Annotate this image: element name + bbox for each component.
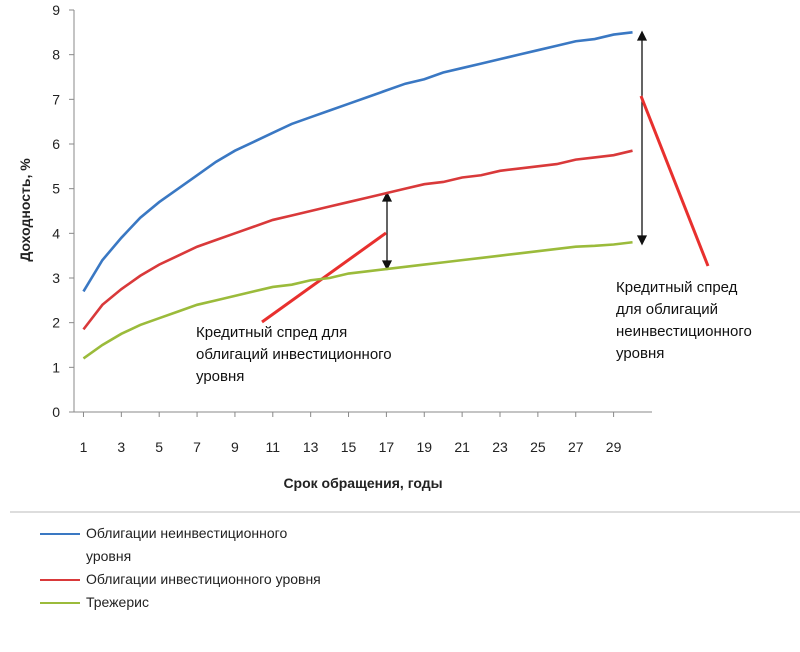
chart: Доходность, % Срок обращения, годы 01234… (10, 2, 800, 513)
legend-swatch (40, 579, 80, 581)
annotation-text: Кредитный спред (616, 279, 738, 296)
legend-item: Трежерис (40, 591, 326, 614)
legend-label: Облигации инвестиционного уровня (86, 571, 321, 587)
legend-swatch (40, 533, 80, 535)
legend-item: Облигации неинвестиционного уровня (40, 522, 326, 568)
x-tick-label: 19 (416, 439, 432, 455)
x-tick-label: 23 (492, 439, 508, 455)
series-line (82, 240, 633, 360)
y-tick-label: 2 (52, 315, 60, 331)
legend: Облигации неинвестиционного уровня Облига… (40, 522, 330, 614)
legend-item: Облигации инвестиционного уровня (40, 568, 326, 591)
y-tick-label: 3 (52, 270, 60, 286)
x-tick-label: 5 (155, 439, 163, 455)
annotation-text: облигаций инвестиционного (196, 346, 392, 363)
y-tick-label: 1 (52, 359, 60, 375)
x-tick-label: 1 (80, 439, 88, 455)
x-tick-label: 25 (530, 439, 546, 455)
y-tick-label: 4 (52, 225, 60, 241)
y-tick-label: 9 (52, 2, 60, 18)
x-tick-label: 9 (231, 439, 239, 455)
x-tick-label: 27 (568, 439, 584, 455)
x-tick-label: 17 (379, 439, 395, 455)
series-line (82, 31, 633, 293)
annotation-text: для облигаций (616, 301, 718, 318)
y-axis-label: Доходность, % (17, 158, 33, 262)
x-tick-label: 13 (303, 439, 319, 455)
series-line (82, 149, 633, 331)
legend-swatch (40, 602, 80, 604)
annotation-text: неинвестиционного (616, 323, 752, 340)
y-tick-label: 6 (52, 136, 60, 152)
x-axis-label: Срок обращения, годы (283, 475, 442, 491)
annotation-text: Кредитный спред для (196, 324, 347, 341)
annotation-text: уровня (196, 368, 244, 385)
x-tick-label: 11 (266, 439, 281, 455)
x-tick-label: 7 (193, 439, 201, 455)
x-tick-label: 3 (117, 439, 125, 455)
annotation-text: уровня (616, 345, 664, 362)
y-tick-label: 8 (52, 47, 60, 63)
legend-label: Трежерис (86, 594, 149, 610)
y-tick-label: 7 (52, 91, 60, 107)
x-tick-label: 29 (606, 439, 622, 455)
legend-label: Облигации неинвестиционного уровня (86, 525, 288, 564)
y-tick-label: 0 (52, 404, 60, 420)
spread-arrows (381, 30, 648, 271)
x-tick-label: 21 (454, 439, 470, 455)
x-tick-label: 15 (341, 439, 357, 455)
y-tick-label: 5 (52, 181, 60, 197)
